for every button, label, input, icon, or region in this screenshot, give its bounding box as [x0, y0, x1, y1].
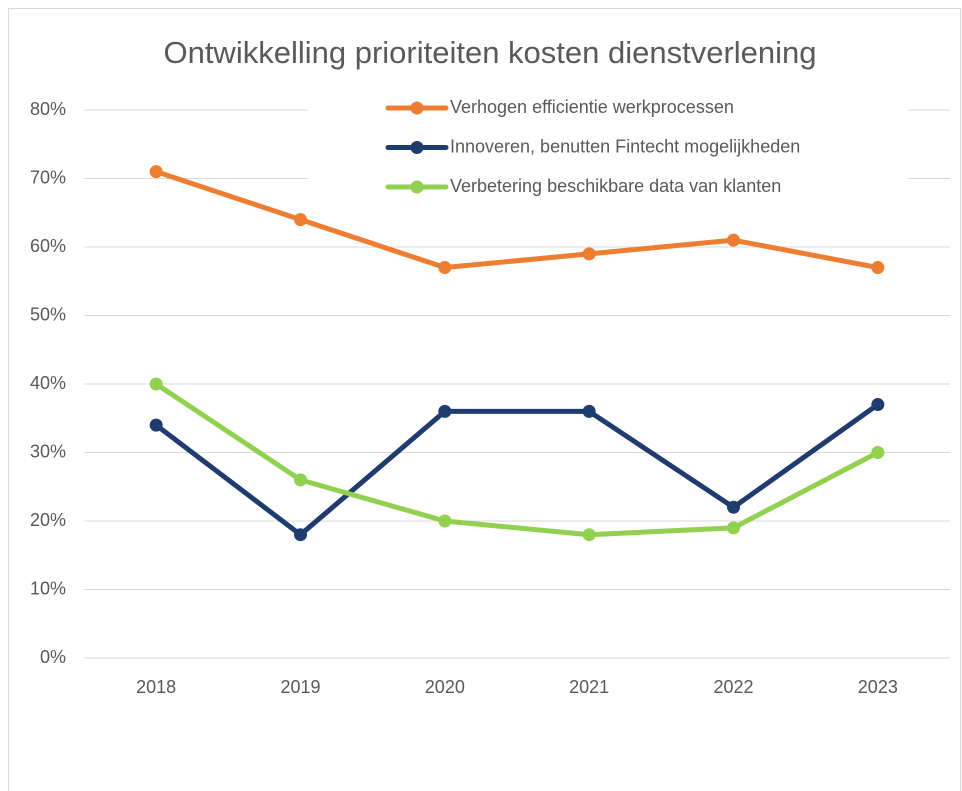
- data-point: [438, 404, 452, 418]
- series-line: [153, 169, 881, 271]
- x-tick-label: 2021: [569, 677, 609, 697]
- data-point: [727, 500, 740, 514]
- x-tick-label: 2020: [425, 677, 465, 697]
- data-point: [438, 514, 452, 528]
- series-line: [153, 402, 881, 538]
- y-tick-label: 50%: [30, 304, 66, 324]
- x-tick-label: 2022: [713, 677, 753, 697]
- legend-label: Innoveren, benutten Fintecht mogelijkhed…: [450, 136, 800, 156]
- data-point: [149, 418, 163, 432]
- data-point: [294, 213, 307, 227]
- y-tick-label: 10%: [30, 578, 66, 598]
- data-point: [871, 398, 885, 412]
- data-point: [871, 446, 885, 459]
- data-point: [438, 261, 452, 275]
- y-tick-label: 80%: [30, 99, 66, 119]
- y-tick-label: 20%: [30, 510, 66, 530]
- y-tick-label: 60%: [30, 236, 66, 256]
- y-tick-label: 30%: [30, 441, 66, 461]
- legend-marker: [410, 141, 424, 154]
- data-point: [727, 521, 740, 535]
- data-point: [149, 165, 163, 179]
- y-tick-label: 0%: [40, 647, 66, 667]
- x-tick-label: 2018: [136, 677, 176, 697]
- data-point: [582, 404, 596, 418]
- y-tick-label: 70%: [30, 167, 66, 187]
- x-tick-label: 2019: [280, 677, 320, 697]
- data-point: [582, 247, 596, 261]
- series-line: [153, 381, 881, 538]
- chart-title: Ontwikkelling prioriteiten kosten dienst…: [163, 35, 816, 70]
- data-point: [149, 377, 163, 391]
- legend-label: Verhogen efficientie werkprocessen: [450, 97, 734, 117]
- data-point: [294, 528, 307, 542]
- data-point: [582, 528, 596, 542]
- x-tick-label: 2023: [858, 677, 898, 697]
- y-tick-label: 40%: [30, 373, 66, 393]
- legend-label: Verbetering beschikbare data van klanten: [450, 176, 781, 196]
- legend-marker: [410, 101, 424, 115]
- legend-marker: [410, 180, 424, 194]
- data-point: [727, 233, 740, 247]
- data-point: [871, 261, 885, 275]
- data-point: [294, 473, 307, 487]
